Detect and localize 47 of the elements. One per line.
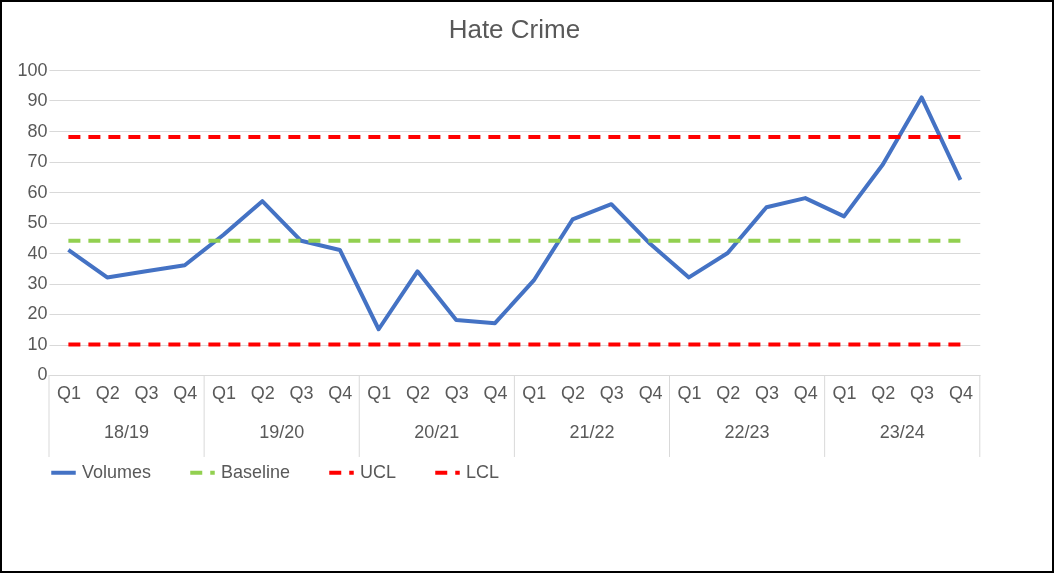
x-tick-label: Q2	[405, 383, 430, 404]
x-tick-label: Q4	[328, 383, 353, 404]
y-tick-label: 70	[27, 151, 48, 171]
text: 19/20	[259, 422, 305, 442]
x-tick-label: Q4	[638, 383, 663, 404]
y-tick-label: 30	[27, 273, 48, 293]
y-tick-label: 60	[27, 181, 48, 202]
y-tick-label: 100	[17, 59, 48, 80]
x-tick-label: Q4	[948, 383, 973, 404]
x-tick-label: Q2	[871, 383, 896, 404]
y-tick-label: 50	[27, 212, 48, 232]
x-tick-label: Q3	[754, 383, 779, 404]
x-tick-label: Q3	[910, 383, 935, 404]
x-tick-label: Q2	[561, 383, 586, 404]
x-tick-label: Q4	[173, 383, 198, 404]
x-tick-label: Q2	[716, 383, 741, 404]
line-series	[66, 95, 963, 332]
y-tick-label: 90	[27, 90, 48, 110]
x-tick-label: Q1	[56, 383, 81, 404]
text: 21/22	[569, 422, 615, 442]
legend-label: Volumes	[82, 461, 151, 482]
y-tick-label: 0	[37, 364, 48, 385]
x-tick-label: Q4	[483, 383, 508, 404]
x-tick-label: Q3	[599, 383, 624, 404]
x-tick-label: Q2	[95, 383, 120, 404]
legend-label: Baseline	[221, 461, 290, 482]
x-tick-label: Q3	[134, 383, 159, 404]
y-tick-label: 20	[27, 303, 48, 324]
chart-title: Hate Crime	[448, 14, 581, 44]
text: 23/24	[879, 422, 925, 442]
y-tick-label: 10	[27, 334, 48, 354]
legend-label: LCL	[466, 461, 499, 482]
y-tick-label: 80	[27, 120, 48, 141]
y-tick-label: 40	[27, 242, 48, 263]
legend-label: UCL	[360, 461, 396, 482]
x-tick-label: Q3	[444, 383, 469, 404]
x-tick-label: Q1	[832, 383, 857, 404]
text: 22/23	[724, 422, 770, 442]
x-tick-label: Q3	[289, 383, 314, 404]
x-tick-label: Q4	[793, 383, 818, 404]
x-tick-label: Q1	[522, 383, 547, 404]
text: 18/19	[104, 422, 150, 442]
x-tick-label: Q1	[677, 383, 702, 404]
x-tick-label: Q2	[250, 383, 275, 404]
text: 20/21	[414, 422, 460, 442]
x-tick-label: Q1	[212, 383, 237, 404]
x-tick-label: Q1	[367, 383, 392, 404]
